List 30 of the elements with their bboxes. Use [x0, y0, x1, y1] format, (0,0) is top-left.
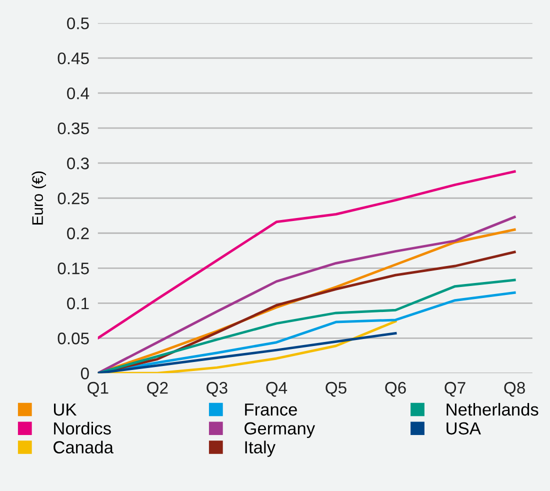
y-tick-label: 0.45: [58, 52, 89, 64]
y-tick-label: 0.05: [58, 332, 89, 344]
x-tick-label: Q1: [88, 382, 108, 397]
legend-label: Italy: [245, 440, 276, 457]
x-tick-label: Q8: [504, 382, 525, 397]
legend-label: Netherlands: [446, 402, 538, 416]
x-tick-label: Q2: [147, 382, 168, 397]
x-tick-label: Q6: [385, 382, 406, 397]
line-series: [98, 170, 516, 340]
legend-label: Nordics: [54, 422, 111, 435]
y-tick-label: 0.5: [67, 17, 89, 30]
y-tick-label: 0.25: [58, 192, 89, 204]
legend-label: Germany: [244, 422, 316, 438]
y-axis-title: Euro (€): [32, 171, 46, 224]
x-tick-label: Q5: [326, 382, 346, 397]
y-tick-label: 0.35: [58, 122, 89, 134]
legend-label: USA: [446, 422, 481, 435]
y-tick-label: 0.1: [67, 298, 89, 310]
line-series: [98, 332, 397, 374]
y-tick-label: 0.2: [67, 228, 89, 240]
y-tick-label: 0: [80, 368, 89, 380]
legend-label: Canada: [54, 440, 114, 454]
x-tick-label: Q3: [206, 382, 228, 397]
legend-label: France: [245, 404, 297, 416]
y-tick-label: 0.3: [67, 158, 89, 170]
x-tick-label: Q4: [266, 382, 288, 397]
y-tick-label: 0.4: [67, 87, 90, 100]
y-tick-label: 0.15: [58, 262, 89, 274]
legend-label: UK: [54, 404, 77, 416]
x-tick-label: Q7: [444, 382, 466, 397]
